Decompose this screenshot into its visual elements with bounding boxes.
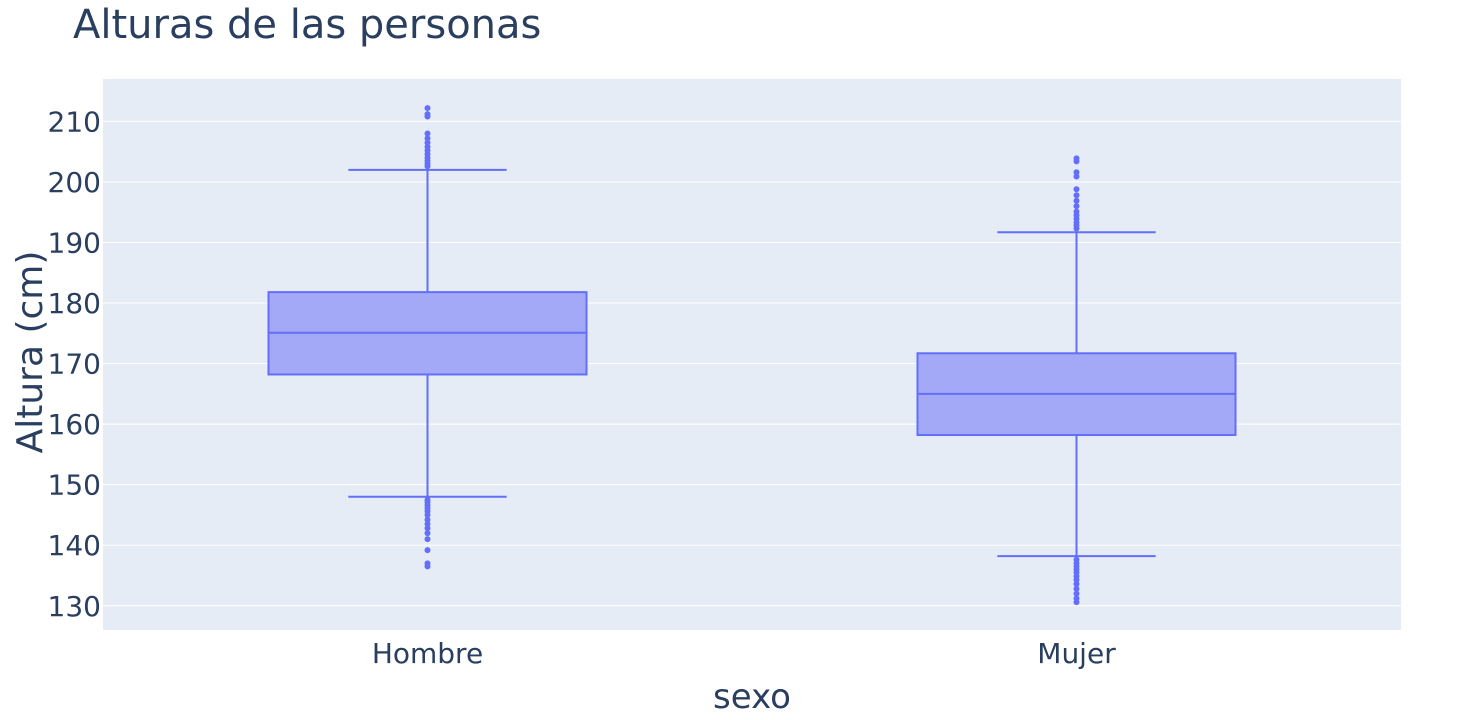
y-axis-ticks: 130 140 150 160 170 180 190 200 210: [48, 105, 101, 622]
outlier-point: [424, 547, 431, 554]
outlier-point: [1073, 556, 1080, 563]
chart-title: Alturas de las personas: [73, 2, 541, 48]
outlier-point: [424, 139, 431, 146]
y-tick-label: 170: [48, 348, 101, 381]
y-tick-label: 180: [48, 287, 101, 320]
x-tick-label: Hombre: [372, 637, 483, 670]
x-axis-label: sexo: [713, 677, 791, 717]
outlier-point: [1073, 169, 1080, 176]
outlier-point: [1073, 192, 1080, 199]
grid-lines: [103, 120, 1401, 607]
box-mujer: [916, 155, 1237, 606]
x-tick-label: Mujer: [1037, 637, 1116, 670]
y-tick-label: 210: [48, 105, 101, 138]
outlier-point: [1073, 203, 1080, 210]
outlier-point: [1073, 173, 1080, 180]
outlier-point: [1073, 186, 1080, 193]
outlier-point: [424, 560, 431, 567]
boxes: [267, 105, 1237, 606]
outlier-point: [1073, 580, 1080, 587]
outlier-point: [424, 530, 431, 537]
outlier-point: [1073, 590, 1080, 597]
outlier-point: [1073, 585, 1080, 592]
outlier-point: [1073, 155, 1080, 162]
box-hombre: [267, 105, 588, 570]
y-tick-label: 200: [48, 166, 101, 199]
y-axis-label: Altura (cm): [10, 251, 51, 454]
y-tick-label: 150: [48, 469, 101, 502]
y-tick-label: 160: [48, 408, 101, 441]
outlier-point: [424, 105, 431, 112]
outlier-point: [424, 496, 431, 503]
y-tick-label: 140: [48, 529, 101, 562]
outlier-point: [424, 516, 431, 523]
outlier-point: [424, 135, 431, 142]
outlier-point: [424, 521, 431, 528]
outlier-point: [1073, 197, 1080, 204]
outlier-point: [424, 130, 431, 137]
x-axis-ticks: Hombre Mujer: [372, 637, 1116, 670]
outlier-point: [424, 536, 431, 543]
outlier-point: [1073, 208, 1080, 215]
outlier-point: [1073, 595, 1080, 602]
outlier-point: [424, 143, 431, 150]
y-tick-label: 190: [48, 226, 101, 259]
outlier-point: [424, 111, 431, 118]
outlier-point: [424, 525, 431, 532]
y-tick-label: 130: [48, 590, 101, 623]
